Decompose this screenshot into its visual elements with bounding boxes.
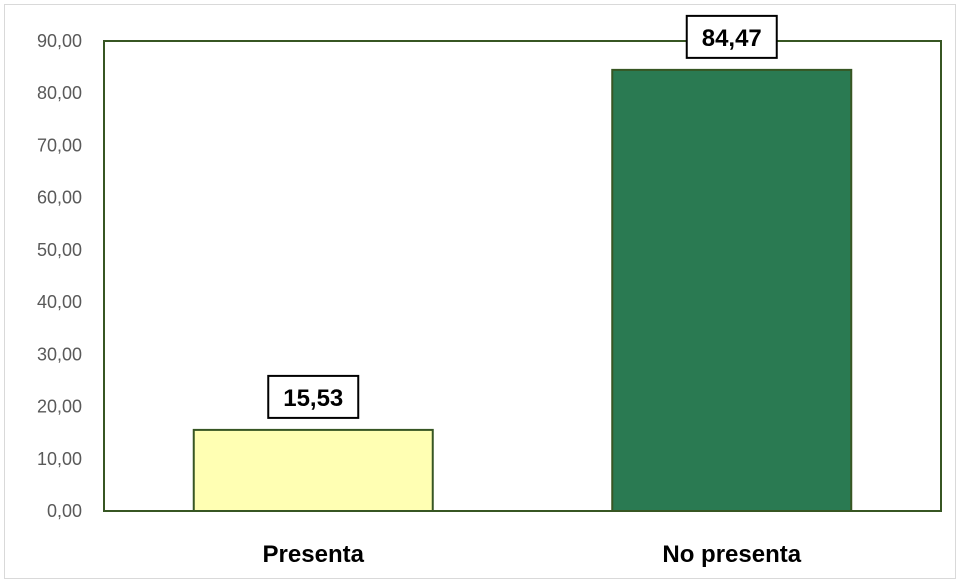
bar (611, 68, 853, 513)
y-tick-label: 80,00 (37, 83, 82, 103)
x-category-label: Presenta (263, 541, 365, 568)
x-category-label: No presenta (662, 541, 801, 568)
data-label-box (685, 14, 778, 59)
y-tick-label: 90,00 (37, 31, 82, 51)
y-tick-label: 30,00 (37, 344, 82, 364)
bar (192, 428, 434, 513)
plot-area (103, 40, 942, 512)
y-tick-label: 50,00 (37, 240, 82, 260)
y-tick-label: 60,00 (37, 188, 82, 208)
data-label: 15,53 (283, 385, 343, 412)
y-tick-label: 0,00 (47, 501, 82, 521)
data-label-box (267, 374, 360, 419)
y-tick-label: 70,00 (37, 135, 82, 155)
y-tick-label: 10,00 (37, 449, 82, 469)
y-tick-label: 20,00 (37, 397, 82, 417)
chart-frame (4, 4, 956, 579)
y-tick-label: 40,00 (37, 292, 82, 312)
data-label: 84,47 (702, 25, 762, 52)
